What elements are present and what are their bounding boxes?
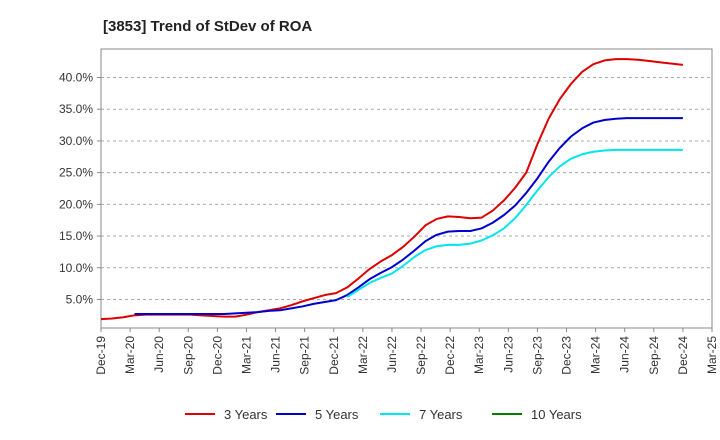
x-tick-label: Mar-25 <box>705 336 719 374</box>
x-tick-label: Sep-20 <box>181 336 195 375</box>
x-tick-label: Dec-22 <box>443 336 457 375</box>
x-tick-label: Jun-24 <box>618 336 632 373</box>
x-tick-label: Mar-20 <box>123 336 137 374</box>
x-tick-label: Dec-24 <box>676 336 690 375</box>
y-tick-label: 30.0% <box>59 134 93 148</box>
x-tick-label: Sep-22 <box>414 336 428 375</box>
legend-label: 10 Years <box>531 407 582 422</box>
x-tick-label: Sep-21 <box>298 336 312 375</box>
y-tick-label: 25.0% <box>59 166 93 180</box>
x-axis-ticks: Dec-19 Mar-20 Jun-20 Sep-20 Dec-20 Mar-21 Jun-… <box>94 328 719 375</box>
chart-title: [3853] Trend of StDev of ROA <box>103 18 312 35</box>
legend-label: 5 Years <box>315 407 359 422</box>
x-tick-label: Jun-20 <box>152 336 166 373</box>
y-tick-label: 15.0% <box>59 229 93 243</box>
x-tick-label: Mar-24 <box>589 336 603 374</box>
series-lines <box>100 58 684 321</box>
y-tick-label: 10.0% <box>59 261 93 275</box>
series-line-7-years <box>346 148 683 298</box>
series-line-5-years <box>134 117 683 316</box>
x-tick-label: Jun-21 <box>269 336 283 373</box>
x-tick-label: Dec-19 <box>94 336 108 375</box>
legend-label: 7 Years <box>419 407 463 422</box>
legend-label: 3 Years <box>224 407 268 422</box>
x-tick-label: Mar-22 <box>356 336 370 374</box>
x-tick-label: Jun-22 <box>385 336 399 373</box>
y-tick-label: 20.0% <box>59 197 93 211</box>
x-tick-label: Mar-21 <box>239 336 253 374</box>
plot-area-frame <box>100 48 713 329</box>
y-tick-label: 40.0% <box>59 71 93 85</box>
x-tick-label: Sep-23 <box>530 336 544 375</box>
x-tick-label: Mar-23 <box>472 336 486 374</box>
legend: 3 Years 5 Years 7 Years 10 Years <box>185 407 582 422</box>
y-tick-label: 35.0% <box>59 102 93 116</box>
series-line-3-years <box>100 58 684 321</box>
gridlines <box>101 77 712 300</box>
y-axis-ticks: 5.0% 10.0% 15.0% 20.0% 25.0% 30.0% 35.0% 40.0% <box>59 71 101 306</box>
x-tick-label: Dec-21 <box>327 336 341 375</box>
x-tick-label: Jun-23 <box>501 336 515 373</box>
x-tick-label: Dec-23 <box>560 336 574 375</box>
x-tick-label: Sep-24 <box>647 336 661 375</box>
x-tick-label: Dec-20 <box>210 336 224 375</box>
y-tick-label: 5.0% <box>66 292 94 306</box>
